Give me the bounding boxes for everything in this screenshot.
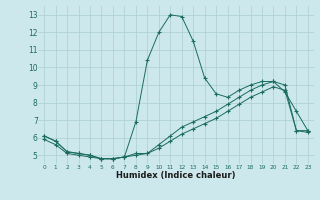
X-axis label: Humidex (Indice chaleur): Humidex (Indice chaleur) — [116, 171, 236, 180]
